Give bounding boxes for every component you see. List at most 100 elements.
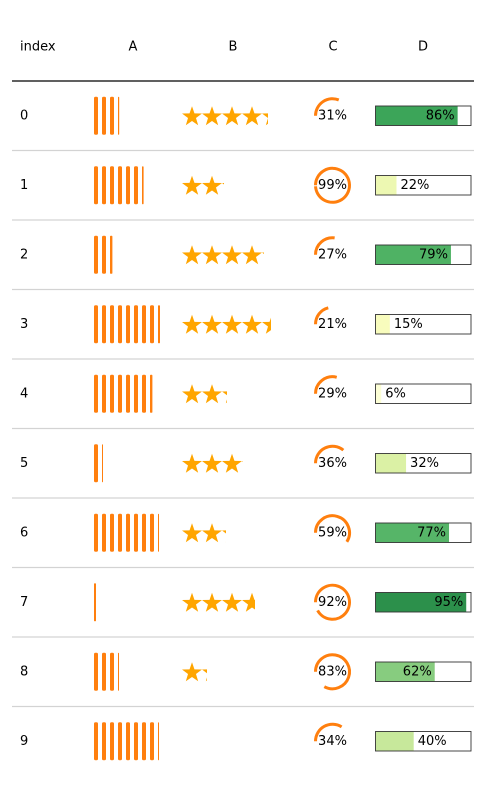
progress-fill xyxy=(375,314,390,334)
progress-bar-cell: 62% xyxy=(375,661,472,682)
star xyxy=(242,384,262,403)
tick-bar xyxy=(134,166,138,205)
tick-bar xyxy=(126,374,130,413)
star xyxy=(262,662,282,681)
tick-bar xyxy=(102,96,106,135)
ring-percent-label: 59% xyxy=(318,525,347,540)
tick-bar-partial xyxy=(142,166,144,205)
index-cell: 0 xyxy=(20,108,28,123)
star-rating-cell xyxy=(182,662,282,682)
star xyxy=(262,317,271,334)
table-row: 0 31% 86% xyxy=(20,96,472,135)
tick-bars-cell xyxy=(94,166,144,205)
ring-cell: 21% xyxy=(314,306,347,332)
tick-bar xyxy=(102,166,106,205)
column-header-d: D xyxy=(418,40,428,55)
star xyxy=(222,592,242,612)
tick-bars-cell xyxy=(94,583,96,622)
star-rating-cell xyxy=(182,592,255,612)
progress-bar-cell: 6% xyxy=(375,383,472,404)
tick-bars-cell xyxy=(94,652,119,691)
index-cell: 1 xyxy=(20,178,28,193)
progress-bar-cell: 95% xyxy=(375,592,472,613)
table-row: 8 83% 62% xyxy=(20,652,472,691)
tick-bar xyxy=(150,722,154,761)
star xyxy=(262,523,282,542)
star xyxy=(182,592,202,612)
table-row: 9 34% 40% xyxy=(20,722,472,761)
tick-bar xyxy=(142,513,146,552)
ring-percent-label: 99% xyxy=(318,178,347,193)
progress-percent-label: 15% xyxy=(394,317,423,332)
progress-ring xyxy=(314,166,351,204)
progress-bar-cell: 22% xyxy=(375,175,472,196)
star xyxy=(182,106,202,126)
star xyxy=(202,732,222,751)
index-cell: 8 xyxy=(20,664,28,679)
tick-bars-cell xyxy=(94,722,159,761)
tick-bars-cell xyxy=(94,235,113,274)
progress-percent-label: 79% xyxy=(419,247,448,262)
star xyxy=(262,454,282,473)
tick-bar-partial xyxy=(118,96,120,135)
progress-bar-cell: 86% xyxy=(375,105,472,126)
tick-bars-cell xyxy=(94,96,120,135)
progress-ring xyxy=(314,583,351,621)
progress-ring xyxy=(314,375,338,394)
star-rating-cell xyxy=(182,314,271,334)
tick-bar xyxy=(126,722,130,761)
ring-cell: 31% xyxy=(314,97,347,123)
column-header-index: index xyxy=(20,40,56,55)
progress-fill xyxy=(375,662,435,682)
ring-cell: 99% xyxy=(314,166,351,204)
star-rating-cell xyxy=(182,175,224,195)
tick-bars-cell xyxy=(94,374,153,413)
progress-bar-cell: 15% xyxy=(375,314,472,335)
progress-frame xyxy=(375,661,472,682)
tick-bar xyxy=(94,235,98,274)
star xyxy=(222,453,242,473)
progress-fill xyxy=(375,453,407,473)
progress-frame xyxy=(375,105,472,126)
tick-bar xyxy=(110,96,114,135)
progress-ring xyxy=(314,306,329,325)
star xyxy=(222,662,242,681)
star xyxy=(222,314,242,334)
progress-frame xyxy=(375,244,472,265)
progress-bar-cell: 77% xyxy=(375,522,472,543)
progress-bar-cell: 40% xyxy=(375,731,472,752)
index-cell: 3 xyxy=(20,317,28,332)
tick-bar xyxy=(94,374,98,413)
tick-bar-partial xyxy=(118,652,119,691)
ring-cell: 83% xyxy=(314,653,351,691)
star xyxy=(222,106,242,126)
tick-bar xyxy=(94,513,98,552)
table-row: 1 99% 22% xyxy=(20,166,472,205)
index-cell: 6 xyxy=(20,525,28,540)
progress-fill xyxy=(375,175,397,195)
tick-bar xyxy=(94,444,98,483)
ring-percent-label: 27% xyxy=(318,247,347,262)
tick-bar xyxy=(142,374,146,413)
tick-bar xyxy=(110,722,114,761)
table-body: 0 31% 86% 1 99% 22% 2 27% 79% 3 21% 15% 4 29% 6% 5 36% 32… xyxy=(12,96,474,761)
ring-percent-label: 34% xyxy=(318,734,347,749)
tick-bar xyxy=(102,652,106,691)
progress-ring xyxy=(314,236,335,255)
star xyxy=(242,106,262,126)
progress-percent-label: 62% xyxy=(403,664,432,679)
progress-fill xyxy=(375,245,451,265)
tick-bar xyxy=(110,652,114,691)
ring-cell: 36% xyxy=(314,444,347,471)
tick-bar xyxy=(94,722,98,761)
tick-bar-partial xyxy=(110,235,113,274)
progress-percent-label: 22% xyxy=(401,178,430,193)
progress-frame xyxy=(375,453,472,474)
ring-percent-label: 21% xyxy=(318,317,347,332)
tick-bar-partial xyxy=(94,583,96,622)
tick-bar xyxy=(134,374,138,413)
index-cell: 2 xyxy=(20,247,28,262)
star xyxy=(202,175,222,195)
star xyxy=(222,245,242,265)
progress-fill xyxy=(375,106,458,126)
